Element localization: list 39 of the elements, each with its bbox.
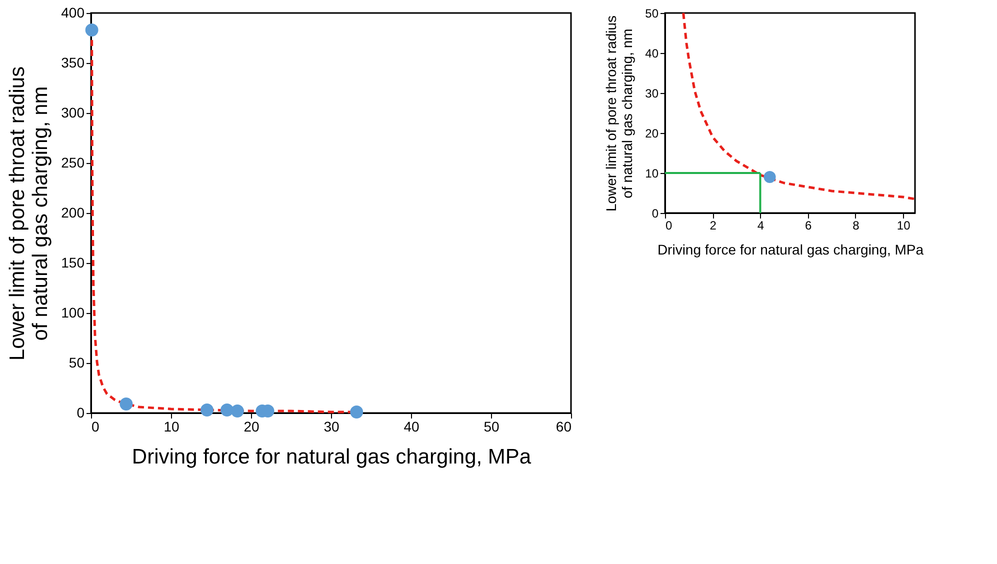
x-tick-label: 2 [710,218,717,232]
y-tick-label: 0 [76,404,85,420]
x-tick-label: 10 [164,418,180,434]
x-tick-label: 40 [404,418,420,434]
y-tick-label: 400 [61,4,85,20]
y-tick-label: 350 [61,54,85,70]
x-tick-label: 0 [92,418,100,434]
y-tick-label: 200 [61,204,85,220]
x-tick-label: 0 [666,218,672,232]
x-tick-label: 10 [896,218,911,232]
y-tick-label: 150 [61,254,85,270]
point [220,404,234,416]
x-tick-label: 50 [484,418,500,434]
y-axis-title: Lower limit of pore throat radius of natural gas charging, nm [603,15,636,212]
x-tick-label: 8 [852,218,860,232]
x-axis-title: Driving force for natural gas charging, MPa [657,242,924,258]
y-axis-title: Lower limit of pore throat radius of natural gas charging, nm [6,66,52,361]
point [85,24,98,36]
x-tick-label: 60 [556,418,572,434]
x-tick-label: 6 [805,218,812,232]
y-tick-label: 40 [645,46,659,60]
point [120,398,133,410]
point [350,406,364,418]
y-tick-label: 250 [61,154,85,170]
y-tick-label: 50 [645,6,659,20]
point [200,404,214,416]
y-tick-label: 10 [645,166,659,180]
x-tick-label: 4 [757,218,764,232]
y-tick-label: 30 [645,86,659,100]
x-tick-label: 30 [324,418,340,434]
point [230,404,244,418]
y-tick-label: 300 [61,104,85,120]
x-tick-label: 20 [244,418,260,434]
line-series [682,12,916,200]
y-tick-label: 0 [652,206,659,220]
x-axis-title: Driving force for natural gas charging, MPa [132,446,532,468]
y-tick-label: 50 [68,354,85,370]
y-tick-label: 20 [645,126,659,140]
y-tick-label: 100 [61,304,85,320]
